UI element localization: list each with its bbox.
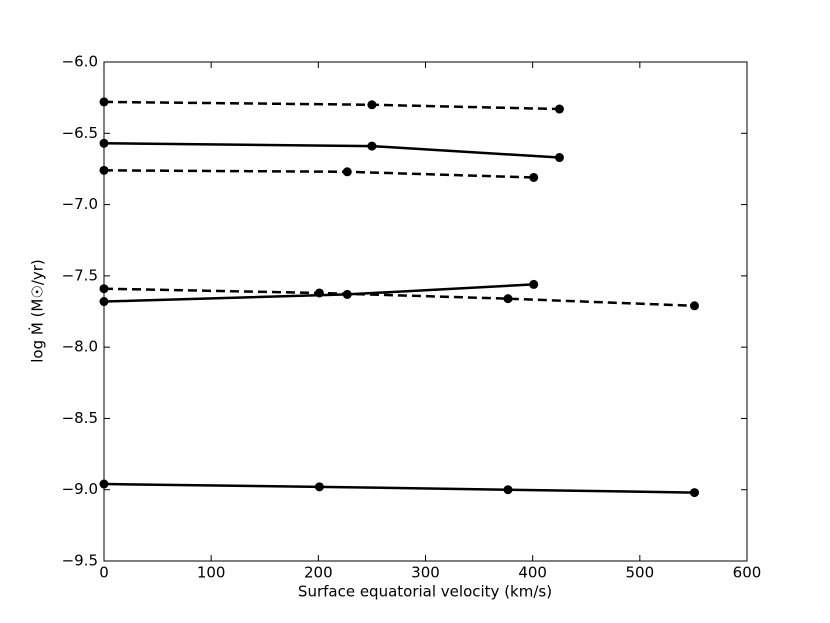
data-point xyxy=(314,482,324,492)
data-point xyxy=(503,485,513,495)
y-axis-label: log Ṁ (M☉/yr) xyxy=(28,259,47,363)
y-tick-label: −9.5 xyxy=(62,552,98,570)
series-line xyxy=(103,142,560,159)
series-line xyxy=(103,100,560,111)
data-point xyxy=(529,172,539,182)
data-point xyxy=(554,153,564,163)
data-point xyxy=(367,100,377,110)
data-point xyxy=(689,301,699,311)
x-tick-label: 100 xyxy=(197,564,226,582)
y-tick-label: −6.0 xyxy=(62,53,98,71)
data-point xyxy=(529,279,539,289)
y-tick-label: −7.0 xyxy=(62,195,98,213)
x-tick-label: 600 xyxy=(733,564,762,582)
x-tick-label: 400 xyxy=(518,564,547,582)
y-tick-label: −6.5 xyxy=(62,124,98,142)
data-point xyxy=(99,479,109,489)
x-tick-label: 0 xyxy=(99,564,109,582)
data-point xyxy=(99,138,109,148)
x-tick-label: 200 xyxy=(304,564,333,582)
series-line xyxy=(103,482,695,494)
x-tick-label: 500 xyxy=(626,564,655,582)
y-tick-label: −8.0 xyxy=(62,338,98,356)
data-point xyxy=(99,165,109,175)
series-line xyxy=(103,287,695,308)
data-point xyxy=(314,288,324,298)
x-tick-label: 300 xyxy=(411,564,440,582)
data-point xyxy=(554,104,564,114)
data-point xyxy=(367,141,377,151)
data-point xyxy=(99,297,109,307)
series-line xyxy=(103,169,534,179)
y-tick-label: −9.0 xyxy=(62,480,98,498)
data-point xyxy=(99,284,109,294)
data-point xyxy=(342,167,352,177)
data-point xyxy=(689,488,699,498)
y-tick-label: −8.5 xyxy=(62,409,98,427)
data-point xyxy=(99,97,109,107)
x-axis-label: Surface equatorial velocity (km/s) xyxy=(298,583,552,601)
data-point xyxy=(503,294,513,304)
y-tick-label: −7.5 xyxy=(62,266,98,284)
